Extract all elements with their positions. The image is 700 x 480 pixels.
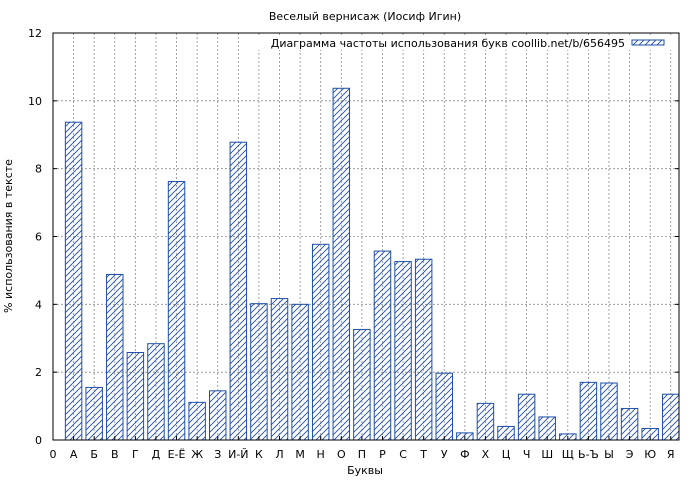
bar-10 xyxy=(250,303,268,441)
x-tick-label: Ш xyxy=(541,448,553,461)
x-tick-label: Т xyxy=(419,448,427,461)
x-tick-label: К xyxy=(255,448,263,461)
y-tick-label: 4 xyxy=(35,298,42,311)
x-axis-label: Буквы xyxy=(347,464,383,477)
x-tick-label: Ч xyxy=(523,448,531,461)
x-tick-label: Ф xyxy=(460,448,469,461)
x-tick-label: Д xyxy=(152,448,161,461)
bar-15 xyxy=(353,328,371,441)
y-axis-ticks: 0 2 4 6 8 10 12 xyxy=(28,27,679,447)
x-tick-label: Е-Ё xyxy=(168,448,186,461)
x-tick-label: Ю xyxy=(644,448,656,461)
bar-23 xyxy=(517,393,536,441)
bar-17 xyxy=(394,261,412,441)
x-tick-label: Э xyxy=(626,448,634,461)
bar-9 xyxy=(229,141,248,441)
x-tick-label: Ы xyxy=(604,448,614,461)
x-tick-label: М xyxy=(295,448,305,461)
x-tick-label: Ц xyxy=(502,448,511,461)
x-tick-label: Р xyxy=(379,448,386,461)
y-tick-label: 12 xyxy=(28,27,42,40)
y-tick-label: 2 xyxy=(35,366,42,379)
chart-title: Веселый вернисаж (Иосиф Игин) xyxy=(269,10,461,23)
bar-19 xyxy=(435,372,453,441)
bar-28 xyxy=(620,407,639,441)
y-tick-label: 10 xyxy=(28,95,42,108)
bar-4 xyxy=(126,351,145,441)
x-tick-label: Х xyxy=(482,448,490,461)
x-tick-label: З xyxy=(214,448,221,461)
bar-6 xyxy=(167,181,186,441)
x-tick-label: Ж xyxy=(191,448,203,461)
bar-16 xyxy=(373,250,392,441)
bar-11 xyxy=(270,298,289,441)
x-tick-label: Я xyxy=(667,448,675,461)
x-tick-label: П xyxy=(358,448,366,461)
bar-14 xyxy=(332,87,351,441)
legend-swatch xyxy=(631,39,665,46)
legend-label: Диаграмма частоты использования букв coo… xyxy=(271,37,625,50)
y-tick-label: 6 xyxy=(35,231,42,244)
bar-18 xyxy=(414,258,433,441)
x-tick-label: Н xyxy=(317,448,325,461)
bar-26 xyxy=(579,381,598,441)
x-tick-label: О xyxy=(337,448,346,461)
x-axis-ticks: А Б В Г Д Е-Ё Ж З И-Й К Л М Н О П Р С Т У Ф Х Ц Ч Ш Щ Ь-Ъ Ы Э Ю Я xyxy=(70,436,675,461)
bar-12 xyxy=(291,303,309,441)
x-tick-label: С xyxy=(399,448,407,461)
x-tick-label: Б xyxy=(90,448,98,461)
bar-13 xyxy=(311,243,330,441)
x-tick-label: В xyxy=(111,448,119,461)
x-tick-label: У xyxy=(441,448,448,461)
x-tick-label: Ь-Ъ xyxy=(578,448,599,461)
x-tick-label: Г xyxy=(132,448,139,461)
x-origin-label: 0 xyxy=(50,448,57,461)
bar-8 xyxy=(209,390,227,441)
x-tick-label: Л xyxy=(275,448,283,461)
x-tick-label: А xyxy=(70,448,78,461)
bar-27 xyxy=(600,382,618,441)
x-tick-label: И-Й xyxy=(228,448,248,461)
bar-7 xyxy=(188,401,206,441)
bar-2 xyxy=(85,386,103,441)
legend: Диаграмма частоты использования букв coo… xyxy=(240,36,674,50)
legend-background xyxy=(240,36,674,50)
bar-5 xyxy=(147,343,165,441)
y-tick-label: 0 xyxy=(35,434,42,447)
bar-1 xyxy=(64,121,83,441)
bar-3 xyxy=(106,273,124,441)
y-tick-label: 8 xyxy=(35,163,42,176)
x-tick-label: Щ xyxy=(562,448,574,461)
bar-21 xyxy=(476,402,495,441)
y-axis-label: % использования в тексте xyxy=(2,159,15,313)
bar-30 xyxy=(662,393,680,441)
